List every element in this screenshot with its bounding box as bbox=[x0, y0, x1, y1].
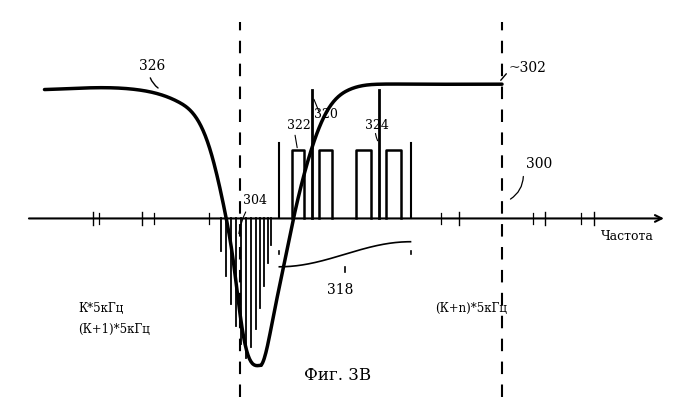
Text: 304: 304 bbox=[243, 194, 267, 207]
Text: (К+n)*5кГц: (К+n)*5кГц bbox=[435, 302, 507, 315]
Text: Фиг. 3В: Фиг. 3В bbox=[304, 367, 371, 383]
Text: 324: 324 bbox=[365, 119, 389, 132]
Text: ~302: ~302 bbox=[508, 61, 546, 75]
Text: Частота: Частота bbox=[600, 230, 654, 243]
Text: (К+1)*5кГц: (К+1)*5кГц bbox=[78, 323, 150, 336]
Text: 326: 326 bbox=[139, 59, 165, 73]
Text: 322: 322 bbox=[287, 119, 311, 132]
Text: 300: 300 bbox=[526, 157, 553, 171]
Text: К*5кГц: К*5кГц bbox=[78, 302, 124, 315]
Text: 320: 320 bbox=[314, 108, 338, 121]
Text: 318: 318 bbox=[327, 283, 354, 297]
